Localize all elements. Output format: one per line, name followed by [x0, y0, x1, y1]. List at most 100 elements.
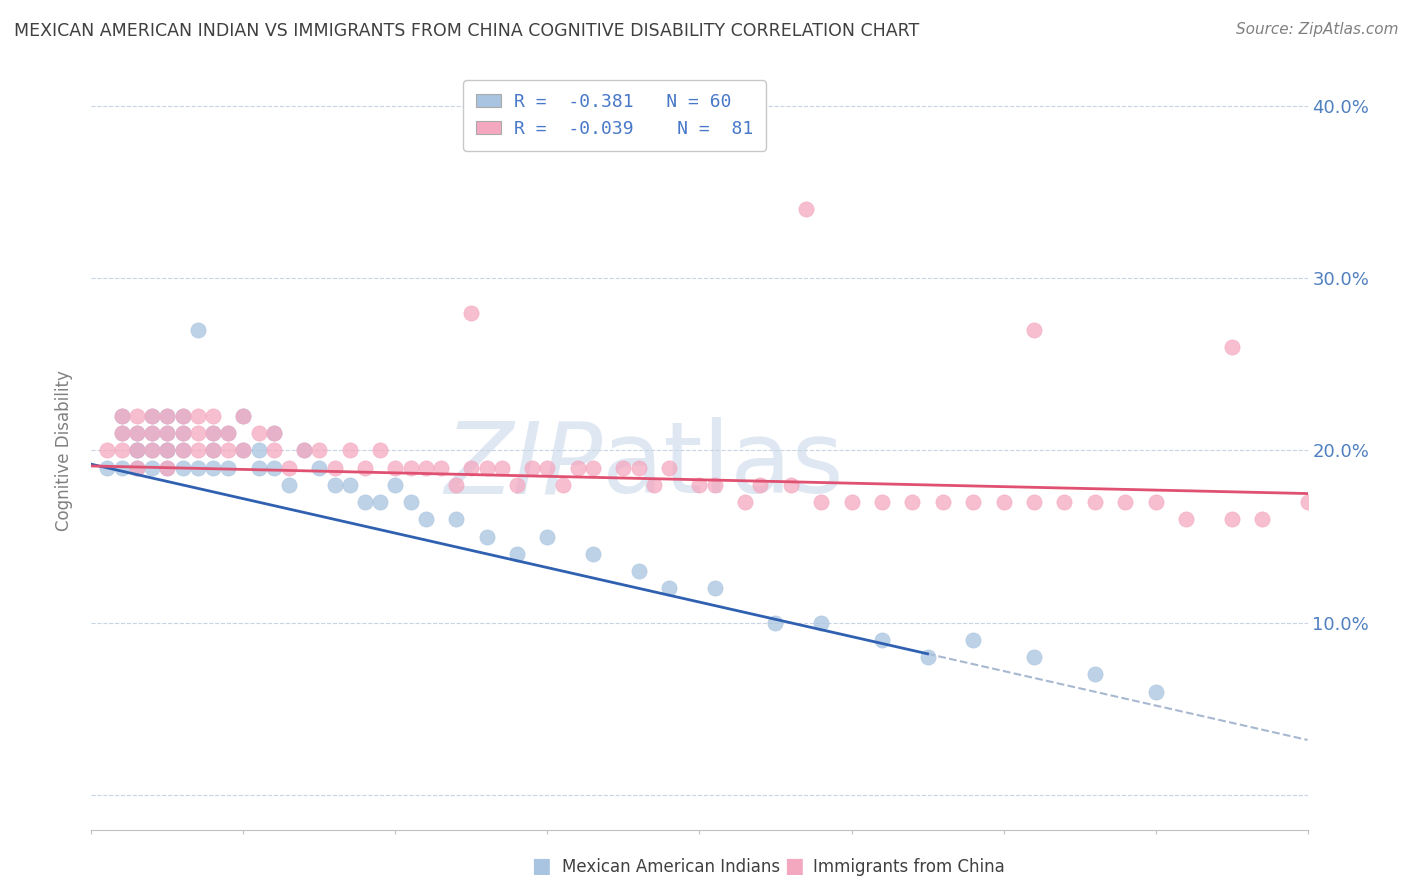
Point — [278, 478, 301, 492]
Text: ■: ■ — [785, 856, 804, 876]
Point — [810, 615, 832, 630]
Point — [202, 460, 225, 475]
Point — [125, 460, 148, 475]
Point — [339, 443, 361, 458]
Point — [278, 460, 301, 475]
Point — [187, 426, 209, 441]
Point — [156, 443, 179, 458]
Point — [1296, 495, 1319, 509]
Point — [917, 650, 939, 665]
Point — [779, 478, 801, 492]
Point — [399, 460, 422, 475]
Point — [734, 495, 756, 509]
Point — [125, 426, 148, 441]
Point — [931, 495, 953, 509]
Point — [368, 495, 391, 509]
Point — [202, 426, 225, 441]
Point — [232, 409, 254, 423]
Point — [111, 426, 134, 441]
Point — [749, 478, 772, 492]
Point — [202, 426, 225, 441]
Point — [810, 495, 832, 509]
Point — [962, 633, 984, 648]
Point — [1022, 495, 1045, 509]
Point — [172, 443, 194, 458]
Text: Mexican American Indians: Mexican American Indians — [562, 858, 780, 876]
Point — [870, 633, 893, 648]
Point — [172, 426, 194, 441]
Point — [156, 460, 179, 475]
Point — [1053, 495, 1076, 509]
Point — [125, 443, 148, 458]
Point — [187, 443, 209, 458]
Point — [172, 409, 194, 423]
Point — [141, 460, 163, 475]
Point — [247, 426, 270, 441]
Point — [444, 512, 467, 526]
Text: Immigrants from China: Immigrants from China — [813, 858, 1004, 876]
Point — [475, 530, 498, 544]
Point — [460, 460, 482, 475]
Point — [156, 443, 179, 458]
Point — [870, 495, 893, 509]
Point — [627, 564, 650, 578]
Text: MEXICAN AMERICAN INDIAN VS IMMIGRANTS FROM CHINA COGNITIVE DISABILITY CORRELATIO: MEXICAN AMERICAN INDIAN VS IMMIGRANTS FR… — [14, 22, 920, 40]
Point — [187, 323, 209, 337]
Point — [1114, 495, 1136, 509]
Point — [156, 426, 179, 441]
Point — [202, 409, 225, 423]
Point — [217, 426, 239, 441]
Point — [339, 478, 361, 492]
Point — [491, 460, 513, 475]
Point — [703, 478, 725, 492]
Point — [399, 495, 422, 509]
Point — [1144, 684, 1167, 698]
Point — [460, 305, 482, 319]
Point — [415, 460, 437, 475]
Point — [125, 460, 148, 475]
Point — [217, 426, 239, 441]
Point — [688, 478, 710, 492]
Point — [247, 460, 270, 475]
Point — [1251, 512, 1274, 526]
Point — [627, 460, 650, 475]
Point — [323, 460, 346, 475]
Point — [962, 495, 984, 509]
Point — [156, 443, 179, 458]
Text: atlas: atlas — [602, 417, 844, 514]
Point — [384, 478, 406, 492]
Legend: R =  -0.381   N = 60, R =  -0.039    N =  81: R = -0.381 N = 60, R = -0.039 N = 81 — [463, 80, 766, 151]
Point — [506, 547, 529, 561]
Point — [415, 512, 437, 526]
Point — [111, 426, 134, 441]
Point — [765, 615, 787, 630]
Point — [444, 478, 467, 492]
Point — [658, 582, 681, 596]
Point — [1220, 340, 1243, 354]
Point — [567, 460, 589, 475]
Point — [323, 478, 346, 492]
Point — [172, 460, 194, 475]
Point — [111, 443, 134, 458]
Point — [292, 443, 315, 458]
Point — [582, 460, 605, 475]
Point — [111, 460, 134, 475]
Point — [125, 443, 148, 458]
Point — [430, 460, 453, 475]
Point — [156, 426, 179, 441]
Point — [172, 409, 194, 423]
Point — [156, 409, 179, 423]
Point — [172, 443, 194, 458]
Point — [217, 460, 239, 475]
Point — [141, 443, 163, 458]
Point — [125, 426, 148, 441]
Point — [1022, 650, 1045, 665]
Point — [612, 460, 634, 475]
Point — [292, 443, 315, 458]
Point — [1084, 667, 1107, 681]
Point — [506, 478, 529, 492]
Point — [384, 460, 406, 475]
Point — [96, 443, 118, 458]
Point — [263, 426, 285, 441]
Point — [536, 530, 558, 544]
